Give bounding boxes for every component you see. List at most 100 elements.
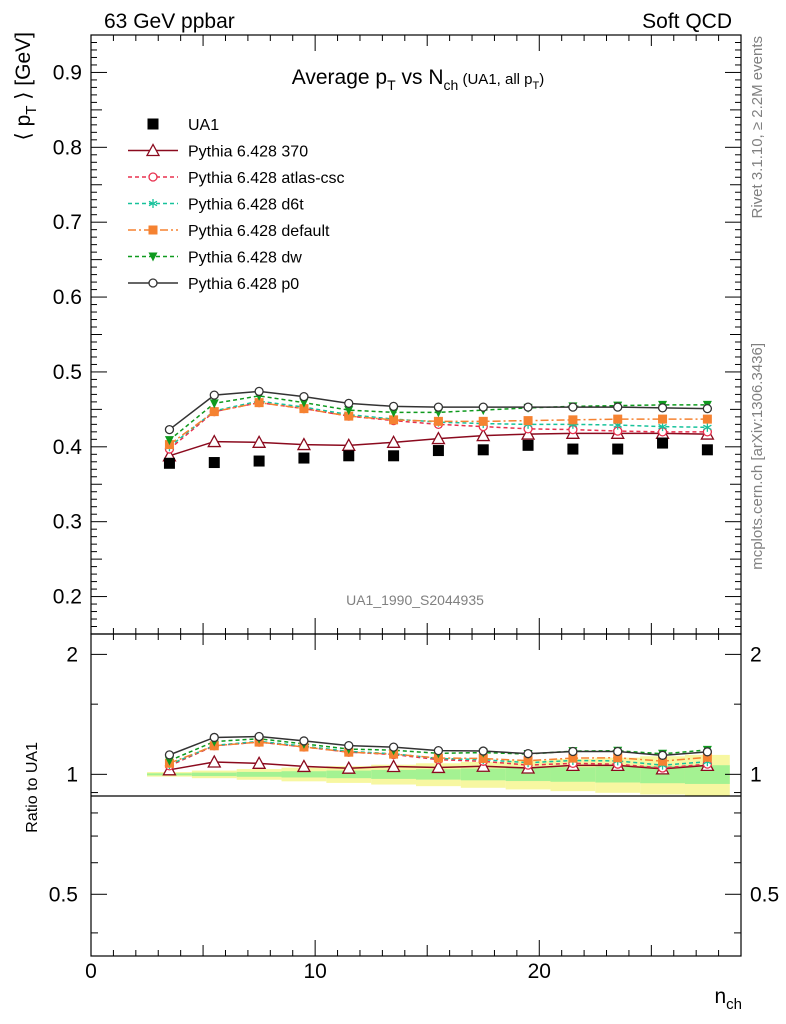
ratio-point xyxy=(613,746,623,757)
band-green xyxy=(191,772,237,777)
legend-label: Pythia 6.428 dw xyxy=(188,250,302,267)
marker-stroke xyxy=(148,200,158,207)
series-point xyxy=(386,434,401,448)
ratio-axis-ticks: 0.5 0.5 1 1 2 2 xyxy=(49,634,779,956)
data-point xyxy=(657,437,669,449)
ratio-point xyxy=(296,759,312,773)
legend: UA1 Pythia 6.428 370 Pythia 6.428 atlas-cs… xyxy=(128,117,345,293)
series-point xyxy=(344,406,354,416)
y-tick-label: 0.8 xyxy=(53,136,82,159)
series-point xyxy=(613,414,623,424)
y-tick-label: 0.4 xyxy=(53,436,83,459)
series-point xyxy=(702,403,713,414)
ratio-point xyxy=(478,753,488,763)
x-tick-label: 20 xyxy=(528,960,551,983)
ratio-point xyxy=(523,756,533,766)
legend-item: Pythia 6.428 p0 xyxy=(128,276,299,293)
data-point xyxy=(522,439,534,451)
legend-item: Pythia 6.428 d6t xyxy=(128,197,304,214)
legend-marker xyxy=(147,118,159,130)
ratio-plot-panel: 0.5 0.5 1 1 2 2 xyxy=(49,633,779,957)
x-axis-label: nch xyxy=(714,985,742,1013)
ratio-point xyxy=(254,731,264,742)
series-point xyxy=(433,416,443,426)
band-green xyxy=(640,765,685,784)
legend-marker xyxy=(145,143,161,157)
band-green xyxy=(505,767,551,782)
band-green xyxy=(460,768,506,781)
ratio-tick-label: 1 xyxy=(66,763,78,786)
marker-stroke xyxy=(703,424,712,431)
ratio-point xyxy=(523,749,533,759)
series-point xyxy=(389,415,399,425)
ratio-point xyxy=(657,750,668,760)
ratio-series-layer xyxy=(162,731,715,776)
ratio-tick-label: 0.5 xyxy=(750,883,779,906)
data-point xyxy=(432,445,444,457)
series-point xyxy=(703,422,712,432)
legend-marker xyxy=(148,172,158,182)
data-point xyxy=(163,457,175,469)
series-point xyxy=(344,411,354,421)
data-point xyxy=(612,443,624,455)
y-tick-label: 0.2 xyxy=(53,586,82,609)
legend-label: Pythia 6.428 default xyxy=(188,223,330,240)
ratio-plot-frame xyxy=(90,633,742,957)
series-point xyxy=(164,424,175,435)
ratio-point xyxy=(209,732,219,743)
series-point xyxy=(568,402,578,412)
data-point xyxy=(477,444,489,456)
legend-item: UA1 xyxy=(147,117,219,134)
main-plot-panel: 0.2 0.3 0.4 0.5 0.6 0.7 0.8 0.9 Average pT vs N… xyxy=(53,34,742,635)
ratio-tick-label: 1 xyxy=(750,763,762,786)
series-point xyxy=(254,386,264,397)
ratio-point xyxy=(702,752,712,762)
x-tick-label: 10 xyxy=(303,960,326,983)
series-point xyxy=(207,434,222,448)
legend-label: Pythia 6.428 p0 xyxy=(188,276,299,293)
legend-label: Pythia 6.428 d6t xyxy=(188,197,304,214)
ratio-point xyxy=(386,759,401,773)
legend-label: Pythia 6.428 370 xyxy=(188,144,308,161)
series-point xyxy=(388,401,399,412)
ratio-point xyxy=(341,760,356,774)
data-point xyxy=(567,443,579,455)
legend-marker xyxy=(148,225,158,235)
series-point xyxy=(296,437,312,451)
ratio-point xyxy=(252,755,267,769)
data-point xyxy=(701,444,713,456)
ratio-point xyxy=(164,750,175,760)
series-point xyxy=(431,431,446,445)
y-tick-label: 0.9 xyxy=(53,61,82,84)
legend-label: UA1 xyxy=(188,117,219,134)
main-axis-ticks: 0.2 0.3 0.4 0.5 0.6 0.7 0.8 0.9 xyxy=(53,35,742,634)
band-green xyxy=(281,771,327,778)
y-tick-label: 0.3 xyxy=(53,511,82,534)
legend-item: Pythia 6.428 370 xyxy=(128,143,308,161)
data-point xyxy=(298,452,310,464)
header-right-label: Soft QCD xyxy=(642,10,732,33)
ratio-point xyxy=(433,745,444,756)
legend-marker xyxy=(148,252,158,262)
x-tick-labels: 0 10 20 xyxy=(85,960,551,983)
series-point xyxy=(523,402,533,412)
band-green xyxy=(326,770,372,779)
data-point xyxy=(208,457,220,469)
series-point xyxy=(433,402,444,412)
ratio-point xyxy=(568,753,578,763)
y-tick-label: 0.6 xyxy=(53,286,82,309)
y-tick-label: 0.7 xyxy=(53,211,82,234)
ratio-point xyxy=(613,753,623,763)
ratio-point xyxy=(164,756,174,766)
header-left-label: 63 GeV ppbar xyxy=(104,10,235,33)
series-point xyxy=(478,402,488,412)
ratio-point xyxy=(658,756,668,766)
series-point xyxy=(209,407,219,417)
mcplots-label: mcplots.cern.ch [arXiv:1306.3436] xyxy=(749,343,766,570)
ratio-point xyxy=(568,746,578,757)
band-green xyxy=(236,771,282,777)
series-point xyxy=(389,408,399,418)
legend-item: Pythia 6.428 default xyxy=(128,223,330,240)
series-point xyxy=(252,434,267,448)
plot-title: Average pT vs Nch (UA1, all pT) xyxy=(292,66,545,93)
